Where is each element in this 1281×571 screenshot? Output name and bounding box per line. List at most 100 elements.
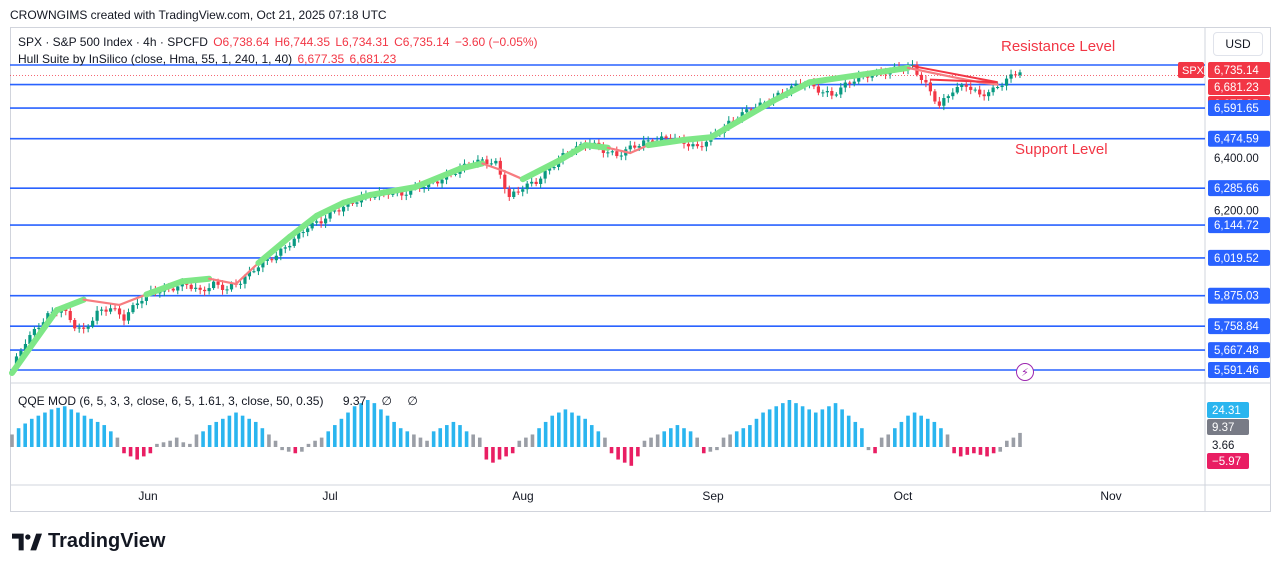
qqe-bar[interactable] <box>451 421 456 447</box>
candle-body[interactable] <box>646 140 650 142</box>
qqe-bar[interactable] <box>221 418 225 447</box>
candle-body[interactable] <box>82 327 86 329</box>
qqe-bar[interactable] <box>846 415 851 447</box>
qqe-bar[interactable] <box>188 443 192 447</box>
qqe-bar[interactable] <box>563 409 568 447</box>
candle-body[interactable] <box>180 282 184 287</box>
qqe-bar[interactable] <box>49 409 54 447</box>
candle-body[interactable] <box>355 202 359 204</box>
qqe-bar[interactable] <box>748 425 752 447</box>
candle-body[interactable] <box>848 82 852 84</box>
qqe-bar[interactable] <box>952 447 956 454</box>
candle-body[interactable] <box>243 276 247 284</box>
candle-body[interactable] <box>440 179 444 184</box>
candle-body[interactable] <box>122 314 126 321</box>
candle-body[interactable] <box>1013 74 1018 76</box>
qqe-bar[interactable] <box>82 415 87 447</box>
qqe-bar[interactable] <box>576 415 581 447</box>
qqe-bar[interactable] <box>286 447 291 452</box>
qqe-bar[interactable] <box>141 447 146 457</box>
qqe-bar[interactable] <box>431 431 436 447</box>
candle-body[interactable] <box>1009 74 1013 79</box>
qqe-bar[interactable] <box>379 409 383 447</box>
qqe-bar[interactable] <box>800 406 805 447</box>
qqe-bar[interactable] <box>207 425 212 447</box>
qqe-bar[interactable] <box>326 431 331 447</box>
qqe-bar[interactable] <box>860 428 864 447</box>
candle-body[interactable] <box>292 238 296 246</box>
qqe-bar[interactable] <box>504 447 508 457</box>
qqe-bar[interactable] <box>557 412 561 447</box>
candle-body[interactable] <box>400 191 404 196</box>
candle-body[interactable] <box>436 181 440 184</box>
qqe-bar[interactable] <box>1005 440 1009 447</box>
candle-body[interactable] <box>494 160 498 164</box>
currency-button[interactable]: USD <box>1213 32 1263 56</box>
qqe-bar[interactable] <box>174 437 179 447</box>
qqe-bar[interactable] <box>906 415 910 447</box>
qqe-bar[interactable] <box>675 425 680 447</box>
qqe-bar[interactable] <box>273 440 278 447</box>
qqe-bar[interactable] <box>669 428 673 447</box>
candle-body[interactable] <box>534 181 538 184</box>
qqe-bar[interactable] <box>827 406 831 447</box>
qqe-bar[interactable] <box>16 428 21 447</box>
qqe-bar[interactable] <box>925 418 930 447</box>
candle-body[interactable] <box>480 159 484 161</box>
candle-body[interactable] <box>100 309 104 311</box>
qqe-bar[interactable] <box>425 440 429 447</box>
candle-body[interactable] <box>306 228 310 233</box>
qqe-bar[interactable] <box>346 412 350 447</box>
qqe-bar[interactable] <box>445 425 449 447</box>
candle-body[interactable] <box>942 98 946 106</box>
qqe-bar[interactable] <box>550 415 555 447</box>
candle-body[interactable] <box>73 320 77 329</box>
qqe-bar[interactable] <box>69 409 74 447</box>
candle-body[interactable] <box>346 202 350 207</box>
candle-body[interactable] <box>301 232 305 234</box>
qqe-label[interactable]: QQE MOD (6, 5, 3, 3, close, 6, 5, 1.61, … <box>18 394 324 408</box>
qqe-bar[interactable] <box>820 409 825 447</box>
qqe-bar[interactable] <box>787 400 792 447</box>
candle-body[interactable] <box>946 96 950 99</box>
candle-body[interactable] <box>996 87 1000 89</box>
candle-body[interactable] <box>265 259 269 261</box>
qqe-bar[interactable] <box>214 421 219 447</box>
qqe-bar[interactable] <box>300 447 304 452</box>
candle-body[interactable] <box>951 92 955 97</box>
qqe-bar[interactable] <box>1011 437 1016 447</box>
qqe-bar[interactable] <box>240 415 245 447</box>
candle-body[interactable] <box>964 84 968 87</box>
candle-body[interactable] <box>1004 78 1009 86</box>
hull-label[interactable]: Hull Suite by InSilico (close, Hma, 55, … <box>18 52 293 66</box>
qqe-bar[interactable] <box>616 447 620 460</box>
candle-body[interactable] <box>919 74 924 80</box>
qqe-bar[interactable] <box>701 447 706 454</box>
qqe-bar[interactable] <box>1018 432 1022 447</box>
candle-body[interactable] <box>229 283 234 290</box>
candle-body[interactable] <box>194 287 198 289</box>
candle-body[interactable] <box>37 327 41 330</box>
qqe-bar[interactable] <box>385 415 390 447</box>
qqe-bar[interactable] <box>655 434 660 447</box>
candle-body[interactable] <box>910 64 915 66</box>
candle-body[interactable] <box>485 159 489 165</box>
qqe-bar[interactable] <box>813 412 818 447</box>
qqe-bar[interactable] <box>965 447 970 455</box>
candle-body[interactable] <box>933 91 937 102</box>
qqe-bar[interactable] <box>155 443 159 447</box>
qqe-bar[interactable] <box>280 447 284 451</box>
qqe-bar[interactable] <box>497 447 502 460</box>
candle-body[interactable] <box>839 87 843 95</box>
qqe-bar[interactable] <box>682 428 686 447</box>
candle-body[interactable] <box>973 89 977 91</box>
qqe-bar[interactable] <box>781 403 785 447</box>
qqe-bar[interactable] <box>89 418 93 447</box>
qqe-bar[interactable] <box>128 447 133 457</box>
candle-body[interactable] <box>404 194 408 196</box>
qqe-bar[interactable] <box>405 431 410 447</box>
candle-body[interactable] <box>740 112 744 119</box>
candle-body[interactable] <box>1000 85 1004 88</box>
candle-body[interactable] <box>422 186 426 188</box>
candle-body[interactable] <box>870 75 874 78</box>
